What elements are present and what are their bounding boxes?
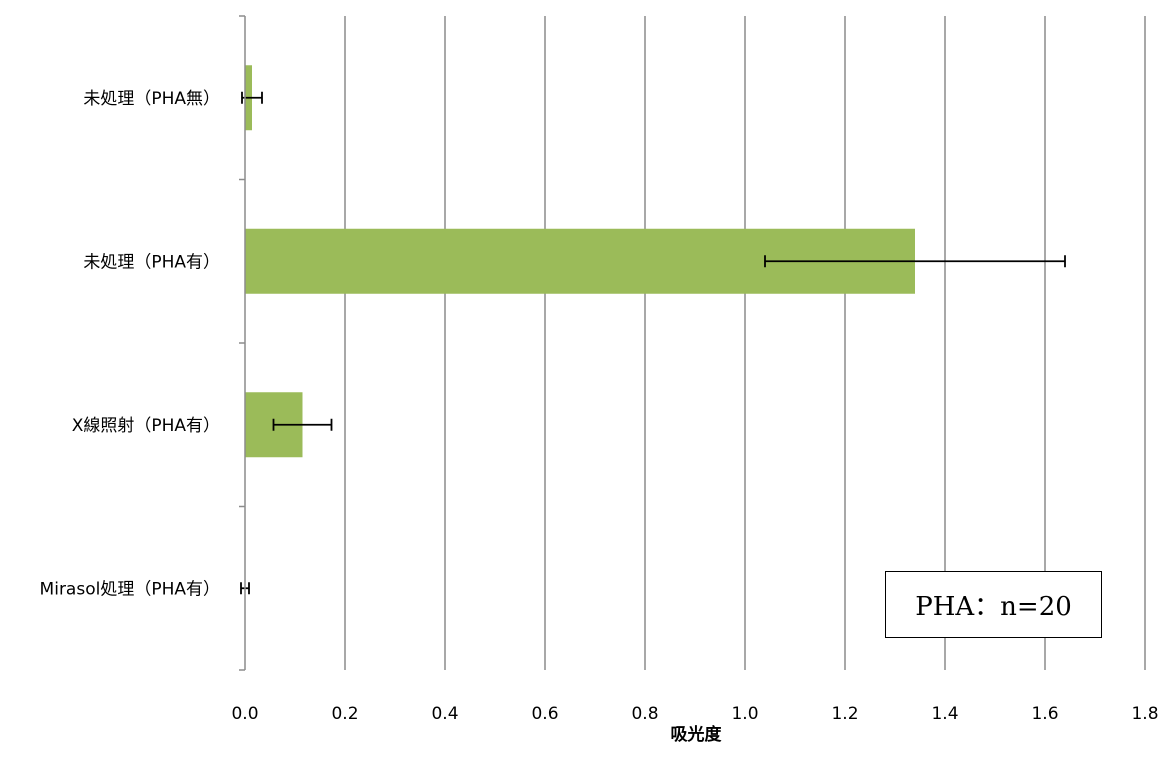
x-tick-label: 0.6 (531, 704, 558, 724)
category-label: 未処理（PHA無） (83, 89, 220, 109)
gridlines (344, 16, 1146, 670)
error-bars (240, 91, 1066, 595)
x-tick-label: 1.8 (1131, 704, 1158, 724)
category-label: X線照射（PHA有） (72, 416, 220, 436)
category-labels: 未処理（PHA無） 未処理（PHA有） X線照射（PHA有） Mirasol処理（PH… (40, 89, 220, 600)
x-tick-label: 0.8 (631, 704, 658, 724)
error-bar (272, 418, 333, 431)
x-tick-label: 0.4 (431, 704, 458, 724)
error-bar (764, 255, 1066, 268)
x-tick-label: 1.6 (1031, 704, 1058, 724)
x-tick-label: 1.2 (831, 704, 858, 724)
x-axis-title: 吸光度 (671, 724, 723, 745)
category-label: 未処理（PHA有） (83, 252, 220, 272)
x-tick-label: 1.0 (731, 704, 758, 724)
x-tick-labels: 0.0 0.2 0.4 0.6 0.8 1.0 1.2 1.4 1.6 1.8 (231, 704, 1158, 724)
annotation-box: PHA：n=20 (885, 571, 1102, 638)
annotation-text: PHA：n=20 (915, 592, 1072, 622)
category-label: Mirasol処理（PHA有） (40, 579, 220, 599)
x-tick-label: 0.0 (231, 704, 258, 724)
x-tick-label: 1.4 (931, 704, 958, 724)
x-tick-label: 0.2 (331, 704, 358, 724)
axes (239, 15, 246, 671)
